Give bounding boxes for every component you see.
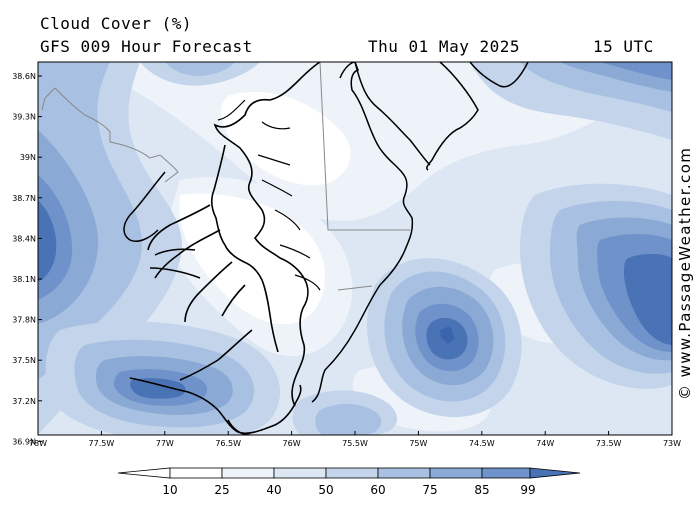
scale-label: 50: [318, 483, 333, 497]
latitude-label: 38.4N: [12, 234, 36, 243]
latitude-label: 38.6N: [12, 72, 36, 81]
latitude-label: 37.2N: [12, 397, 36, 406]
longitude-label: 77W: [156, 439, 174, 448]
forecast-date: Thu 01 May 2025: [368, 37, 520, 56]
scale-label: 75: [422, 483, 437, 497]
longitude-label: 75.5W: [342, 439, 368, 448]
contour-white-bay: [179, 193, 325, 325]
scale-labels: 10 25 40 50 60 75 85 99: [162, 483, 535, 497]
longitude-label: 76W: [283, 439, 301, 448]
chesapeake-east-shore: [213, 62, 321, 407]
latitude-label: 37.8N: [12, 316, 36, 325]
state-border-west: [54, 87, 179, 183]
longitude-label: 74W: [536, 439, 554, 448]
latitude-label: 38.1N: [12, 275, 36, 284]
latitude-axis: 38.6N 39.3N 39N 38.7N 38.4N 38.1N 37.8N 37.5N 37…: [12, 72, 42, 446]
scale-arrow-left: [117, 467, 171, 479]
scale-label: 10: [162, 483, 177, 497]
cloud-blob-east: [520, 183, 672, 389]
scale-arrow-right: [529, 467, 581, 479]
cloud-area-northeast: [470, 62, 672, 140]
contour-white-north: [220, 91, 351, 186]
geography-lines: [41, 62, 529, 435]
potomac-river: [123, 171, 201, 279]
scale-label: 60: [370, 483, 385, 497]
scale-label: 85: [474, 483, 489, 497]
nj-coast: [426, 62, 479, 171]
latitude-label: 39N: [20, 153, 36, 162]
longitude-axis: 78W 77.5W 77W 76.5W 76W 75.5W 75W 74.5W 74W 73.5W…: [29, 431, 681, 448]
latitude-label: 37.5N: [12, 356, 36, 365]
delaware-bay-west: [354, 62, 431, 166]
longitude-label: 73W: [663, 439, 681, 448]
forecast-time: 15 UTC: [593, 37, 654, 56]
maryland-virginia-border: [337, 285, 373, 291]
longitude-label: 78W: [29, 439, 47, 448]
longitude-label: 77.5W: [89, 439, 115, 448]
delmarva-east-coast: [311, 62, 414, 403]
scale-label: 99: [520, 483, 535, 497]
cloud-band-west: [38, 62, 182, 435]
longitude-label: 76.5W: [215, 439, 241, 448]
cloud-blob-offshore: [367, 258, 522, 417]
scale-label: 40: [266, 483, 281, 497]
longitude-label: 75W: [409, 439, 427, 448]
longitude-label: 73.5W: [596, 439, 622, 448]
cloud-contours: [38, 62, 672, 435]
scale-label: 25: [214, 483, 229, 497]
delaware-maryland-border: [319, 62, 410, 231]
map-title: Cloud Cover (%): [40, 14, 192, 33]
chesapeake-inlets: [217, 99, 321, 291]
latitude-label: 38.7N: [12, 194, 36, 203]
longitude-label: 74.5W: [469, 439, 495, 448]
latitude-label: 39.3N: [12, 113, 36, 122]
virginia-rivers: [147, 204, 253, 381]
forecast-model: GFS 009 Hour Forecast: [40, 37, 253, 56]
chesapeake-west-shore: [211, 144, 279, 353]
nj-coast-north: [469, 62, 529, 88]
color-scale: 10 25 40 50 60 75 85 99: [117, 467, 581, 497]
latitude-label: 36.9N: [12, 437, 36, 446]
